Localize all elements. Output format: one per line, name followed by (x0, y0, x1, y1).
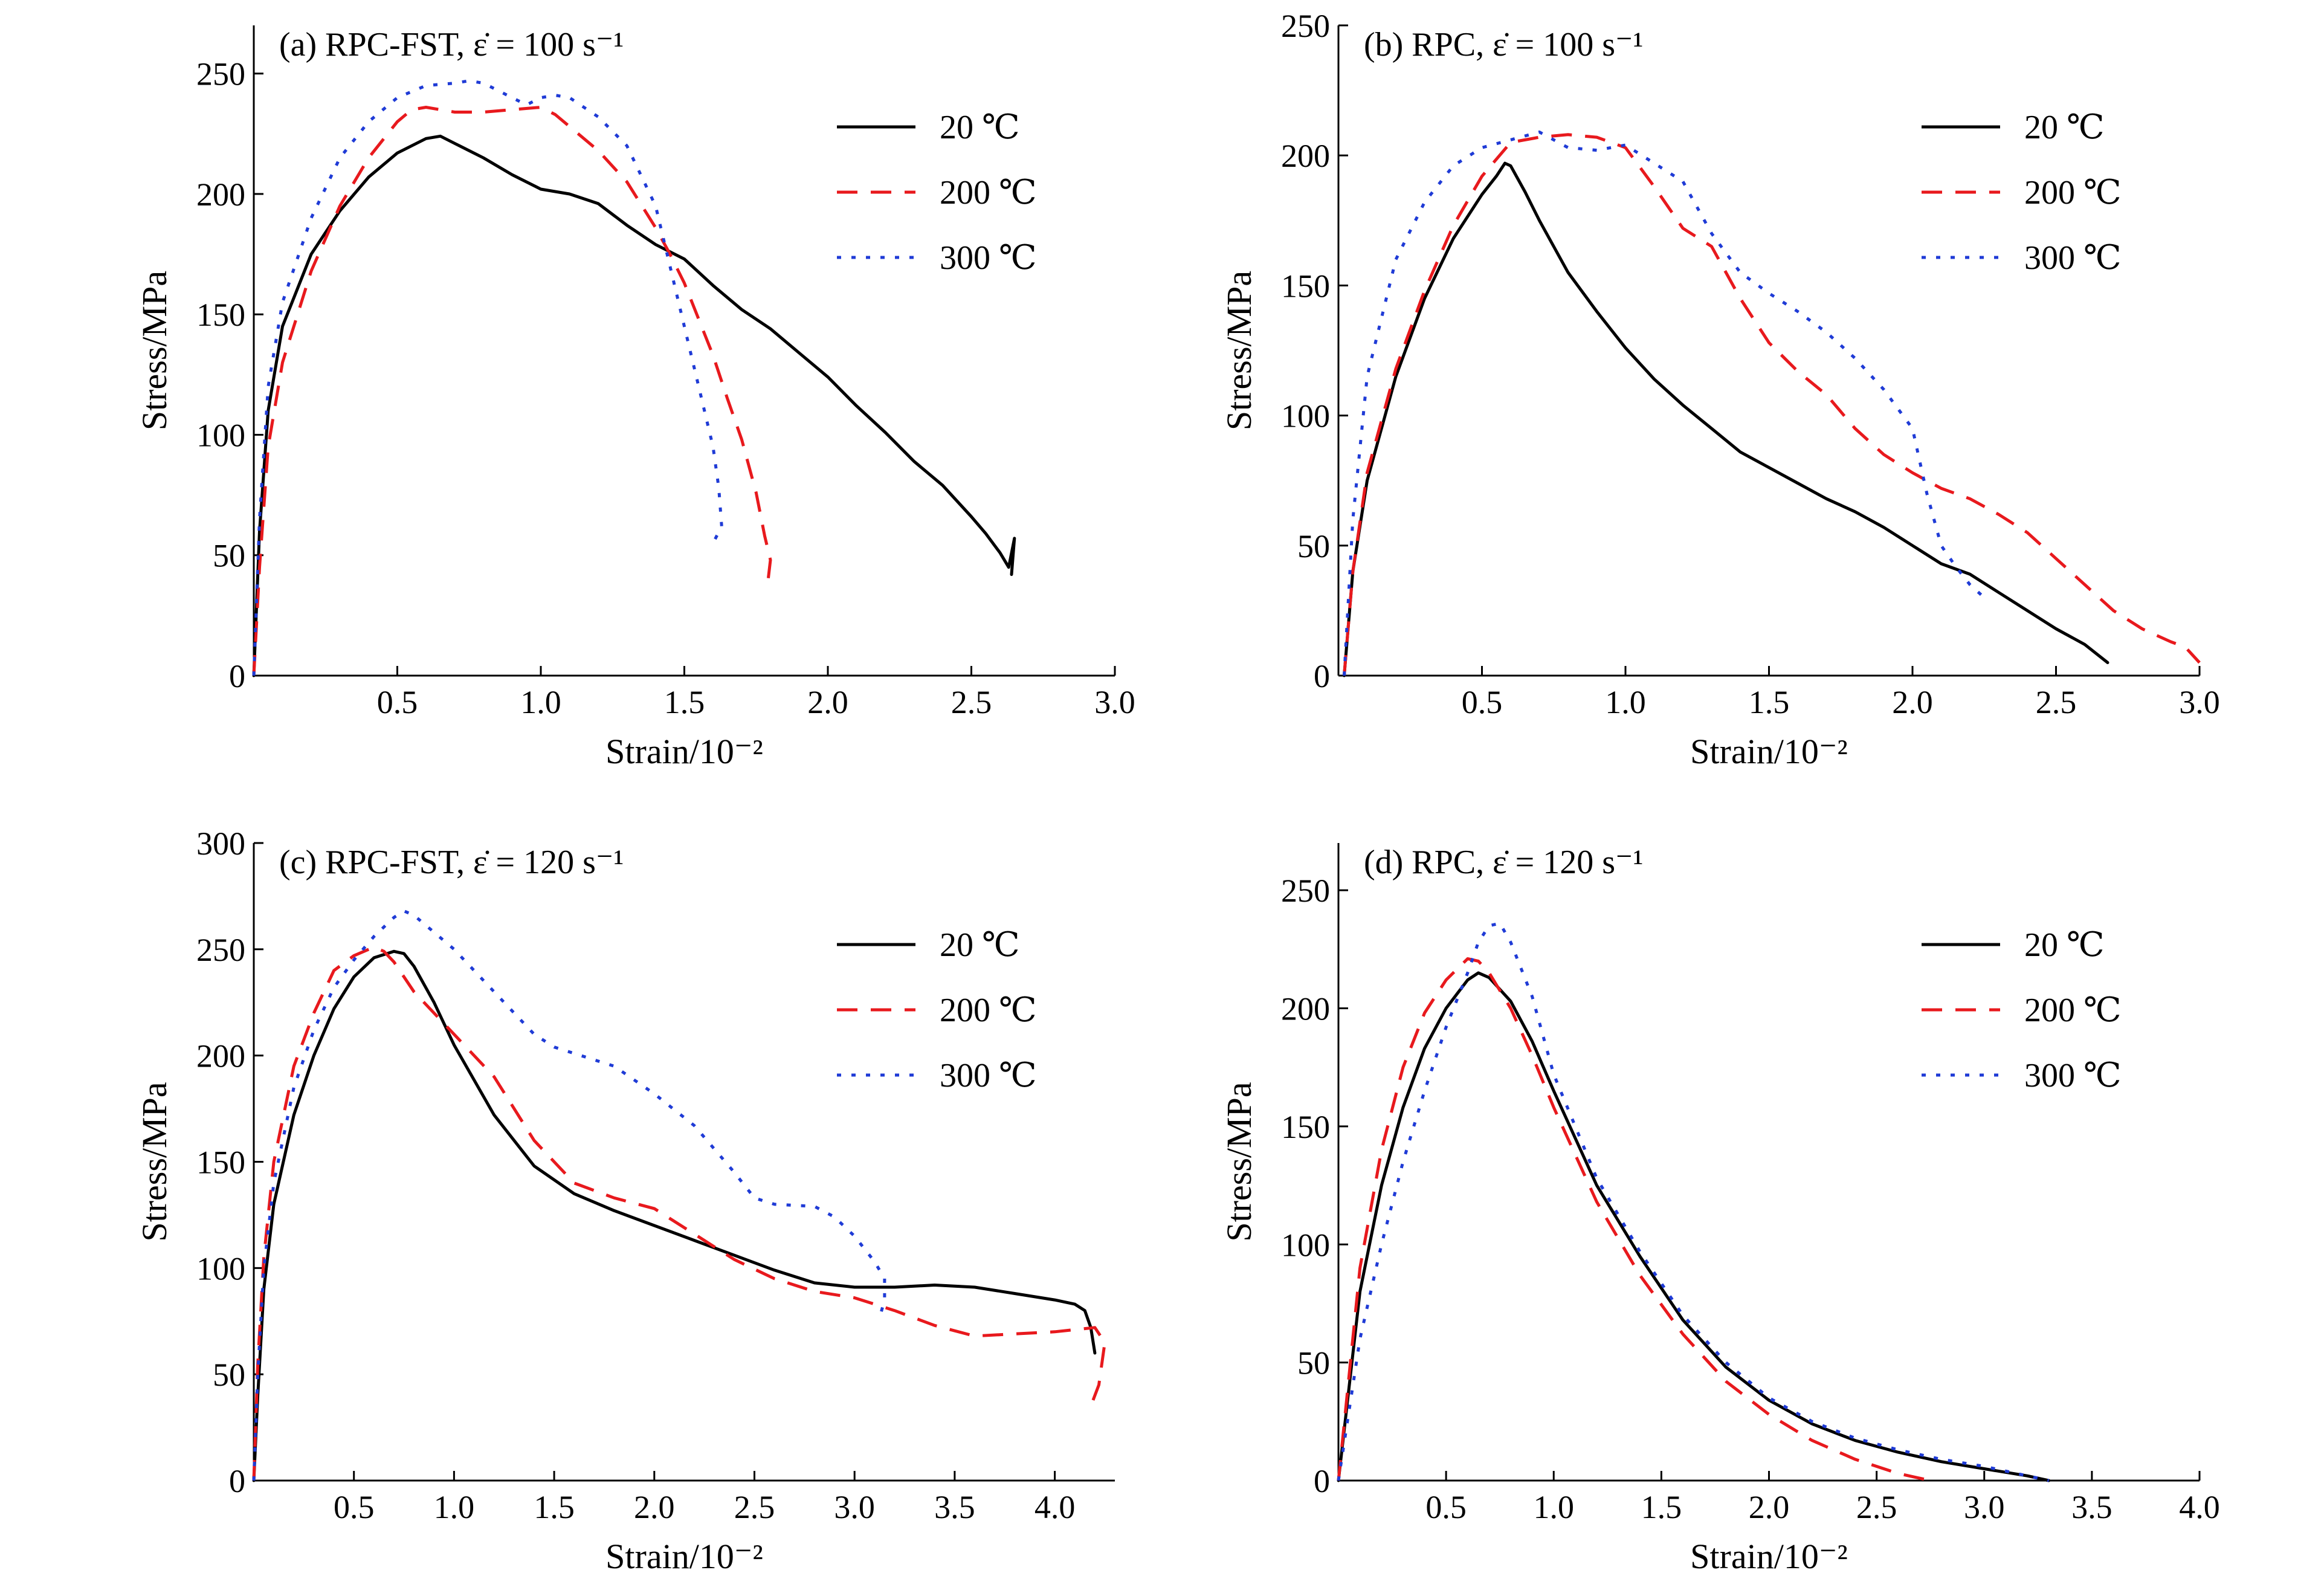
panel-b: 0 50 100 150 200 250 0.5 1.0 1.5 2.0 2.5 3.0 Strain/… (1219, 8, 2220, 771)
series-line-1 (252, 945, 1106, 1481)
panel-title: (a) RPC-FST, ε̇ = 100 s⁻¹ (279, 26, 624, 63)
x-tick-label: 0.5 (1462, 684, 1503, 720)
x-axis-label: Strain/10⁻² (605, 1537, 763, 1570)
y-tick-label: 50 (213, 538, 245, 574)
panel-d: 0 50 100 150 200 250 0.5 1.0 1.5 2.0 2.5 3.0 3.5 4.0 S… (1219, 843, 2220, 1570)
y-tick-label: 150 (1281, 1109, 1330, 1145)
y-tick-label: 150 (196, 297, 245, 333)
panel-a: 0 50 100 150 200 250 0.5 1.0 1.5 2.0 2.5 3.0 Strain/… (135, 25, 1135, 771)
y-tick-label: 50 (213, 1357, 245, 1393)
x-tick-label: 1.0 (520, 684, 561, 720)
series-line-2 (252, 79, 723, 676)
x-tick-label: 0.5 (377, 684, 418, 720)
y-tick-label: 100 (196, 417, 245, 453)
y-tick-label: 200 (196, 1038, 245, 1074)
y-tick-label: 200 (196, 176, 245, 213)
series-line-1 (1343, 133, 2201, 676)
y-tick-label: 150 (1281, 268, 1330, 304)
x-tick-label: 3.0 (1964, 1489, 2005, 1525)
x-axis-label: Strain/10⁻² (605, 732, 763, 771)
y-tick-label: 250 (1281, 8, 1330, 44)
x-tick-label: 2.0 (807, 684, 848, 720)
x-tick-label: 3.0 (834, 1489, 875, 1525)
x-tick-label: 2.5 (734, 1489, 775, 1525)
x-tick-label: 3.5 (934, 1489, 975, 1525)
x-tick-label: 2.5 (951, 684, 992, 720)
x-tick-label: 0.5 (1425, 1489, 1467, 1525)
y-tick-label: 200 (1281, 991, 1330, 1027)
series-line-0 (1337, 971, 2051, 1482)
x-tick-label: 2.0 (1749, 1489, 1790, 1525)
y-tick-label: 0 (1314, 658, 1330, 694)
legend-label: 200 ℃ (940, 174, 1037, 212)
x-tick-label: 1.5 (664, 684, 705, 720)
x-tick-label: 4.0 (1035, 1489, 1076, 1525)
x-tick-label: 3.0 (1094, 684, 1135, 720)
x-tick-label: 3.0 (2179, 684, 2220, 720)
series-line-0 (252, 134, 1016, 677)
panel-title: (d) RPC, ε̇ = 120 s⁻¹ (1364, 844, 1643, 881)
legend-label: 200 ℃ (2024, 992, 2122, 1029)
x-tick-label: 2.0 (634, 1489, 675, 1525)
x-tick-label: 2.0 (1892, 684, 1933, 720)
legend-label: 300 ℃ (940, 239, 1037, 277)
x-tick-label: 4.0 (2179, 1489, 2220, 1525)
y-tick-label: 250 (1281, 873, 1330, 909)
y-tick-label: 300 (196, 825, 245, 862)
y-tick-label: 100 (1281, 1227, 1330, 1263)
x-tick-label: 1.5 (1641, 1489, 1682, 1525)
legend-label: 300 ℃ (2024, 239, 2122, 277)
panel-title: (b) RPC, ε̇ = 100 s⁻¹ (1364, 26, 1643, 63)
x-tick-label: 1.0 (434, 1489, 475, 1525)
y-tick-label: 0 (229, 1463, 245, 1499)
legend-label: 300 ℃ (940, 1057, 1037, 1094)
y-tick-label: 250 (196, 56, 245, 92)
x-tick-label: 2.5 (1856, 1489, 1897, 1525)
legend-label: 20 ℃ (940, 109, 1020, 146)
legend-label: 20 ℃ (940, 926, 1020, 964)
y-tick-label: 200 (1281, 138, 1330, 174)
x-axis-label: Strain/10⁻² (1690, 732, 1848, 771)
x-tick-label: 1.0 (1605, 684, 1646, 720)
series-line-0 (1343, 161, 2109, 677)
x-tick-label: 3.5 (2071, 1489, 2113, 1525)
panel-c: 0 50 100 150 200 250 300 0.5 1.0 1.5 2.0 2.5 3.0 3.5 4… (135, 825, 1115, 1570)
y-axis-label: Stress/MPa (135, 271, 174, 430)
y-tick-label: 100 (196, 1250, 245, 1287)
x-tick-label: 1.5 (534, 1489, 575, 1525)
x-tick-label: 0.5 (334, 1489, 375, 1525)
y-axis-label: Stress/MPa (1219, 271, 1259, 430)
x-axis-label: Strain/10⁻² (1690, 1537, 1848, 1570)
panel-title: (c) RPC-FST, ε̇ = 120 s⁻¹ (279, 844, 624, 881)
y-tick-label: 100 (1281, 398, 1330, 434)
y-tick-label: 50 (1297, 1345, 1330, 1381)
legend-label: 20 ℃ (2024, 926, 2105, 964)
series-line-1 (1337, 957, 1931, 1482)
series-line-2 (252, 909, 886, 1481)
y-axis-label: Stress/MPa (135, 1082, 174, 1241)
series-line-1 (252, 106, 772, 676)
y-tick-label: 250 (196, 932, 245, 968)
series-line-2 (1343, 131, 1986, 676)
series-line-0 (252, 949, 1097, 1482)
legend-label: 300 ℃ (2024, 1057, 2122, 1094)
y-axis-label: Stress/MPa (1219, 1082, 1259, 1241)
x-tick-label: 2.5 (2036, 684, 2077, 720)
x-tick-label: 1.0 (1534, 1489, 1575, 1525)
y-tick-label: 150 (196, 1145, 245, 1181)
legend-label: 200 ℃ (2024, 174, 2122, 212)
y-tick-label: 50 (1297, 528, 1330, 564)
series-line-2 (1337, 922, 2050, 1482)
y-tick-label: 0 (1314, 1463, 1330, 1499)
legend-label: 20 ℃ (2024, 109, 2105, 146)
legend-label: 200 ℃ (940, 992, 1037, 1029)
y-tick-label: 0 (229, 658, 245, 694)
x-tick-label: 1.5 (1749, 684, 1790, 720)
